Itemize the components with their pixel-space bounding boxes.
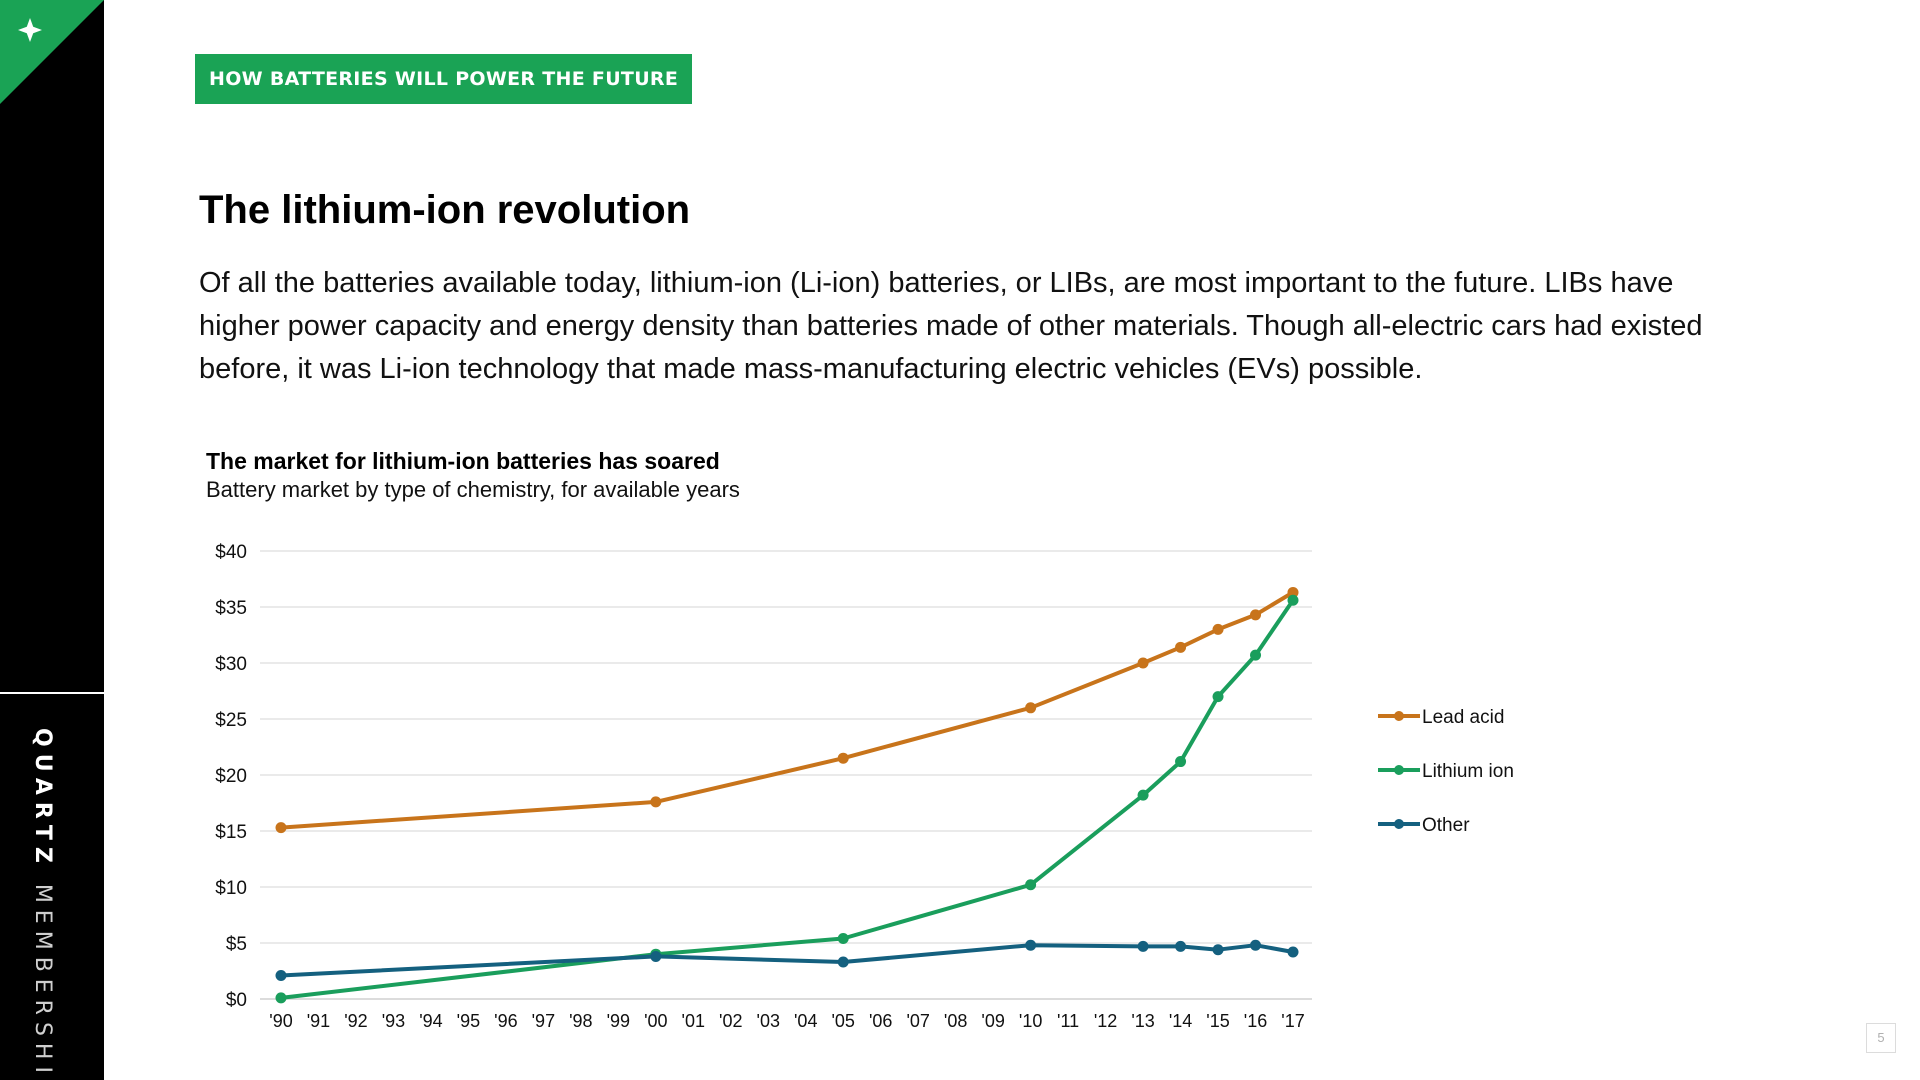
x-tick-label: '98 bbox=[569, 1011, 592, 1031]
chart-subtitle: Battery market by type of chemistry, for… bbox=[206, 477, 740, 502]
y-tick-label: $20 bbox=[215, 766, 247, 787]
x-tick-label: '04 bbox=[794, 1011, 817, 1031]
legend-item: Lithium ion bbox=[1378, 761, 1514, 782]
brand-logo: QUARTZ MEMBERSHIP bbox=[30, 728, 55, 1080]
data-point bbox=[837, 933, 849, 945]
x-axis-ticks: '90 '91 '92 '93 '94 '95 '96 '97 '98 '99 '00 '01 '02 '… bbox=[269, 1011, 1304, 1031]
x-tick-label: '16 bbox=[1244, 1011, 1267, 1031]
data-point bbox=[1137, 789, 1149, 801]
x-tick-label: '10 bbox=[1019, 1011, 1042, 1031]
series-lead-acid bbox=[275, 586, 1299, 834]
y-tick-label: $5 bbox=[226, 934, 247, 955]
brand-suffix: MEMBERSHIP bbox=[30, 883, 55, 1080]
data-point bbox=[1025, 702, 1037, 714]
x-tick-label: '92 bbox=[344, 1011, 367, 1031]
x-tick-label: '99 bbox=[607, 1011, 630, 1031]
data-point bbox=[275, 969, 287, 981]
x-tick-label: '95 bbox=[457, 1011, 480, 1031]
x-tick-label: '93 bbox=[382, 1011, 405, 1031]
body-paragraph: Of all the batteries available today, li… bbox=[199, 267, 1703, 385]
y-tick-label: $15 bbox=[215, 822, 247, 843]
x-tick-label: '00 bbox=[644, 1011, 667, 1031]
y-tick-label: $0 bbox=[226, 990, 247, 1011]
legend-item: Lead acid bbox=[1378, 707, 1504, 728]
y-tick-label: $10 bbox=[215, 878, 247, 899]
x-tick-label: '15 bbox=[1206, 1011, 1229, 1031]
legend-label: Lead acid bbox=[1422, 707, 1504, 728]
data-point bbox=[275, 992, 287, 1004]
data-point bbox=[1137, 657, 1149, 669]
data-point bbox=[1212, 691, 1224, 703]
y-axis-ticks: $0 $5 $10 $15 $20 $25 $30 $35 $40 bbox=[215, 542, 247, 1011]
data-point bbox=[1175, 756, 1187, 768]
corner-tab bbox=[0, 0, 104, 104]
x-tick-label: '01 bbox=[682, 1011, 705, 1031]
legend-label: Other bbox=[1422, 815, 1470, 836]
x-tick-label: '02 bbox=[719, 1011, 742, 1031]
data-point bbox=[1025, 879, 1037, 891]
data-point bbox=[650, 796, 662, 808]
x-tick-label: '06 bbox=[869, 1011, 892, 1031]
x-tick-label: '17 bbox=[1281, 1011, 1304, 1031]
x-tick-label: '13 bbox=[1131, 1011, 1154, 1031]
x-tick-label: '97 bbox=[532, 1011, 555, 1031]
chart-grid bbox=[260, 550, 1312, 1000]
brand-name: QUARTZ bbox=[30, 728, 55, 870]
data-point bbox=[1250, 939, 1262, 951]
legend-swatch-marker bbox=[1394, 765, 1404, 775]
x-tick-label: '12 bbox=[1094, 1011, 1117, 1031]
sidebar-divider bbox=[0, 692, 104, 694]
legend-swatch-marker bbox=[1394, 819, 1404, 829]
section-banner: HOW BATTERIES WILL POWER THE FUTURE bbox=[195, 54, 693, 104]
data-point bbox=[1175, 641, 1187, 653]
chart-series bbox=[275, 586, 1299, 1004]
x-tick-label: '07 bbox=[906, 1011, 929, 1031]
x-tick-label: '11 bbox=[1057, 1011, 1079, 1031]
x-tick-label: '90 bbox=[269, 1011, 292, 1031]
series-lithium-ion bbox=[275, 594, 1299, 1004]
x-tick-label: '09 bbox=[981, 1011, 1004, 1031]
data-point bbox=[1212, 623, 1224, 635]
data-point bbox=[1287, 586, 1299, 598]
data-point bbox=[1250, 609, 1262, 621]
x-tick-label: '96 bbox=[494, 1011, 517, 1031]
chart-legend: Lead acid Lithium ion Other bbox=[1378, 707, 1514, 836]
data-point bbox=[1175, 940, 1187, 952]
x-tick-label: '14 bbox=[1169, 1011, 1192, 1031]
data-point bbox=[837, 956, 849, 968]
sparkle-icon bbox=[18, 18, 42, 42]
x-tick-label: '94 bbox=[419, 1011, 442, 1031]
x-tick-label: '03 bbox=[757, 1011, 780, 1031]
x-tick-label: '08 bbox=[944, 1011, 967, 1031]
chart-title: The market for lithium-ion batteries has… bbox=[206, 448, 720, 474]
x-tick-label: '91 bbox=[307, 1011, 330, 1031]
y-tick-label: $40 bbox=[215, 542, 247, 563]
x-tick-label: '05 bbox=[831, 1011, 854, 1031]
series-other bbox=[275, 939, 1299, 981]
data-point bbox=[1212, 944, 1224, 956]
data-point bbox=[1137, 940, 1149, 952]
data-point bbox=[650, 950, 662, 962]
data-point bbox=[837, 752, 849, 764]
legend-label: Lithium ion bbox=[1422, 761, 1514, 782]
y-tick-label: $35 bbox=[215, 598, 247, 619]
sidebar: QUARTZ MEMBERSHIP bbox=[0, 0, 104, 1080]
page-title: The lithium-ion revolution bbox=[199, 188, 691, 232]
legend-item: Other bbox=[1378, 815, 1470, 836]
data-point bbox=[275, 822, 287, 834]
page-number: 5 bbox=[1866, 1023, 1896, 1053]
data-point bbox=[1287, 946, 1299, 958]
data-point bbox=[1287, 594, 1299, 606]
y-tick-label: $25 bbox=[215, 710, 247, 731]
legend-swatch-marker bbox=[1394, 711, 1404, 721]
data-point bbox=[1250, 649, 1262, 661]
y-tick-label: $30 bbox=[215, 654, 247, 675]
data-point bbox=[1025, 939, 1037, 951]
